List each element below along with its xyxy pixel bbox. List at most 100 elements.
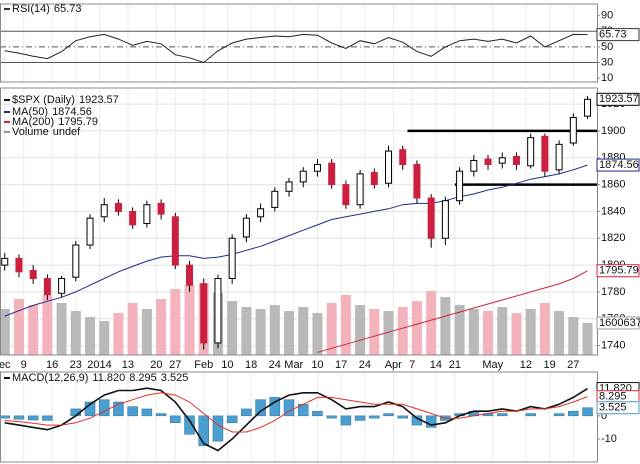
value-tag-text: 1874.56 — [599, 159, 639, 171]
legend-text: 1923.57 — [79, 94, 119, 106]
histogram-bar — [255, 399, 266, 417]
x-tick-label: 9 — [21, 359, 27, 371]
volume-bar — [411, 301, 422, 355]
histogram-bar — [525, 413, 536, 417]
legend-text: 3.525 — [161, 372, 189, 384]
legend-text: MA(200) — [12, 116, 54, 128]
x-tick-label: 10 — [221, 359, 233, 371]
volume-bar — [298, 307, 309, 355]
histogram-bar — [496, 413, 508, 417]
volume-bar — [28, 305, 39, 355]
volume-bar — [156, 299, 167, 355]
legend-text: undef — [53, 126, 81, 138]
candle-body — [228, 237, 236, 280]
x-tick-label: ec — [0, 359, 11, 371]
histogram-bar — [113, 401, 124, 417]
value-tag-text: 8.295 — [599, 391, 627, 403]
candle-body — [313, 163, 321, 172]
x-tick-label: 12 — [520, 359, 532, 371]
volume-bar — [369, 309, 380, 355]
candle-body — [29, 269, 37, 280]
histogram-bar — [326, 415, 337, 419]
candle-body — [527, 137, 535, 167]
histogram-bar — [141, 408, 153, 417]
x-tick-label: 2014 — [87, 359, 111, 371]
value-tag-text: 1923.57 — [599, 93, 639, 105]
volume-bar — [355, 305, 366, 355]
y-tick-label: 1840 — [601, 205, 625, 217]
histogram-bar — [212, 415, 224, 442]
volume-bar — [340, 295, 351, 355]
candle-body — [498, 157, 506, 164]
y-tick-label: 90 — [601, 10, 613, 22]
panel-frame — [0, 87, 598, 356]
candle-body — [15, 257, 23, 273]
histogram-bar — [582, 407, 593, 417]
histogram-bar — [241, 408, 252, 417]
legend-text: Volume — [12, 126, 49, 138]
volume-bar — [582, 322, 593, 355]
histogram-bar — [283, 399, 295, 417]
candle-body — [271, 190, 279, 208]
x-tick-label: 27 — [567, 359, 579, 371]
y-tick-label: 1900 — [601, 125, 625, 137]
candle-body — [413, 163, 421, 199]
candle-body — [541, 135, 549, 172]
value-tag-text: 3.525 — [599, 402, 627, 414]
candle-body — [285, 181, 293, 192]
y-tick-label: 0 — [601, 410, 607, 422]
candle-body — [385, 150, 393, 184]
candle-body — [114, 202, 122, 212]
y-tick-label: 10 — [601, 72, 613, 84]
candle-body — [200, 283, 208, 344]
volume-bar — [42, 295, 53, 355]
candle-body — [328, 162, 336, 186]
x-tick-label: 18 — [245, 359, 257, 371]
candle-body — [214, 278, 222, 344]
volume-bar — [0, 309, 10, 355]
volume-bar — [141, 309, 152, 355]
x-tick-label: 10 — [311, 359, 323, 371]
x-tick-label: May — [482, 359, 503, 371]
value-tag — [596, 401, 640, 415]
rsi-line — [4, 33, 588, 64]
legend-text: MACD(12,26,9) — [12, 372, 88, 384]
candle-body — [100, 204, 108, 218]
volume-bar — [255, 309, 266, 355]
panel-frame — [0, 3, 598, 83]
volume-bar — [483, 311, 494, 355]
volume-bar — [511, 313, 522, 355]
legend-text: $SPX (Daily) — [12, 94, 75, 106]
histogram-bar — [127, 406, 138, 417]
volume-bar — [113, 313, 124, 355]
volume-bar — [397, 307, 408, 355]
histogram-bar — [0, 415, 10, 419]
candle-body — [58, 278, 66, 294]
volume-bar — [497, 307, 508, 355]
histogram-bar — [170, 415, 181, 424]
x-tick-label: 21 — [449, 359, 461, 371]
y-tick-label: 1820 — [601, 232, 625, 244]
moving-average-line — [317, 270, 588, 353]
histogram-bar — [13, 415, 25, 420]
candle-body — [584, 98, 592, 117]
x-tick-label: Mar — [284, 359, 303, 371]
histogram-bar — [369, 415, 380, 419]
histogram-bar — [42, 415, 53, 421]
histogram-bar — [226, 415, 238, 424]
legend-text: 8.295 — [129, 372, 157, 384]
x-tick-label: 24 — [359, 359, 371, 371]
volume-bar — [326, 303, 337, 355]
volume-bar — [127, 303, 138, 355]
value-tag — [596, 264, 640, 278]
candle-body — [342, 184, 350, 206]
value-tag — [596, 158, 640, 172]
macd-line — [4, 392, 588, 433]
y-tick-label: 1860 — [601, 179, 625, 191]
legend-text: MA(50) — [12, 106, 48, 118]
histogram-bar — [553, 413, 565, 417]
value-tag — [596, 316, 640, 330]
value-tag — [596, 92, 640, 106]
histogram-bar — [27, 415, 39, 421]
volume-bar — [284, 311, 295, 355]
